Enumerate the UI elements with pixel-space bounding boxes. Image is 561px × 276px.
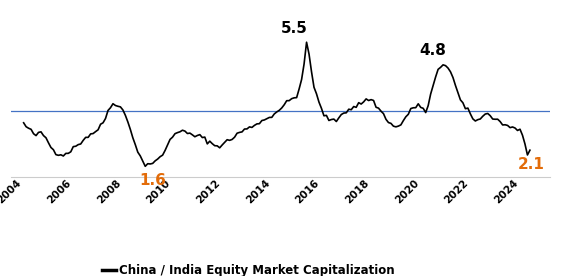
Text: 2.1: 2.1 [518,157,545,172]
Text: 4.8: 4.8 [420,43,447,58]
Legend: China / India Equity Market Capitalization: China / India Equity Market Capitalizati… [97,259,399,276]
Text: 5.5: 5.5 [280,21,307,36]
Text: 1.6: 1.6 [139,173,166,188]
